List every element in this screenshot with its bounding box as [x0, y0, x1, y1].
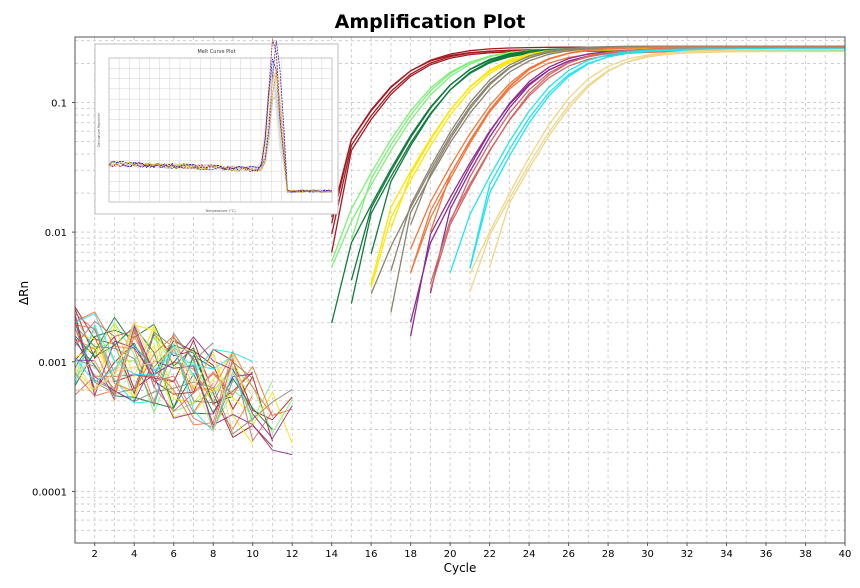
x-tick-label: 22	[483, 549, 496, 560]
amplification-curve	[331, 48, 845, 324]
amplification-curve	[469, 49, 845, 268]
x-tick-label: 8	[210, 549, 216, 560]
x-tick-label: 16	[365, 549, 378, 560]
x-tick-label: 4	[131, 549, 137, 560]
x-tick-label: 32	[681, 549, 694, 560]
axis-ticks: 2 4 6 8 10 12 14 16 18 20 22 24 26 28 30 32 34 36 38 400.00…	[32, 98, 851, 560]
plot-frame	[74, 36, 846, 544]
chart-title: Amplification Plot	[335, 11, 526, 33]
melt-curve	[108, 40, 333, 193]
y-tick-label: 0.01	[45, 228, 67, 239]
baseline-noise-line	[75, 323, 293, 444]
amplification-curve	[449, 48, 845, 274]
x-tick-label: 30	[641, 549, 654, 560]
baseline-noise-line	[75, 337, 293, 456]
amplification-curve	[469, 50, 845, 293]
amplification-curve	[409, 46, 845, 274]
amplification-curve	[390, 46, 845, 313]
x-tick-label: 14	[325, 549, 338, 560]
x-tick-label: 34	[720, 549, 733, 560]
amplification-curve	[409, 48, 845, 323]
melt-curve-inset: Melt Curve Plot Temperature (°C) Derivativ…	[94, 39, 339, 215]
x-tick-label: 12	[286, 549, 299, 560]
x-tick-label: 18	[404, 549, 417, 560]
baseline-noise-line	[75, 319, 234, 433]
inset-x-label: Temperature (°C)	[204, 209, 236, 213]
baseline-noise-line	[75, 313, 253, 419]
inset-y-label: Derivative Reporter	[97, 112, 101, 147]
y-tick-label: 0.001	[38, 358, 67, 369]
y-tick-label: 0.0001	[32, 487, 67, 498]
amplification-curve	[469, 48, 845, 269]
amplification-curve	[429, 47, 845, 291]
amplification-curve	[449, 49, 845, 223]
baseline-noise-line	[75, 323, 254, 433]
x-axis-label: Cycle	[444, 561, 477, 575]
baseline-noise-line	[75, 320, 214, 414]
y-tick-label: 0.1	[51, 98, 67, 109]
x-tick-label: 2	[92, 549, 98, 560]
baseline-noise-line	[75, 313, 253, 376]
baseline-noise-line	[75, 356, 273, 443]
baseline-noise-line	[75, 306, 273, 442]
y-axis-label: ΔRn	[17, 281, 31, 305]
baseline-noise-line	[75, 330, 234, 426]
x-tick-label: 40	[839, 549, 852, 560]
amplification-curve	[350, 47, 845, 281]
x-tick-label: 10	[246, 549, 259, 560]
baseline-noise-line	[75, 343, 234, 383]
amplification-curve	[409, 45, 845, 225]
x-tick-label: 36	[760, 549, 773, 560]
x-tick-label: 6	[171, 549, 177, 560]
baseline-noise-line	[75, 316, 254, 404]
melt-curve	[108, 69, 333, 193]
melt-curve	[108, 73, 333, 193]
x-tick-label: 20	[444, 549, 457, 560]
series-lines	[75, 45, 845, 456]
x-tick-label: 26	[562, 549, 575, 560]
inset-title: Melt Curve Plot	[197, 49, 235, 55]
x-tick-label: 38	[799, 549, 812, 560]
x-tick-label: 28	[602, 549, 615, 560]
x-tick-label: 24	[523, 549, 536, 560]
amplification-curve	[488, 48, 845, 268]
